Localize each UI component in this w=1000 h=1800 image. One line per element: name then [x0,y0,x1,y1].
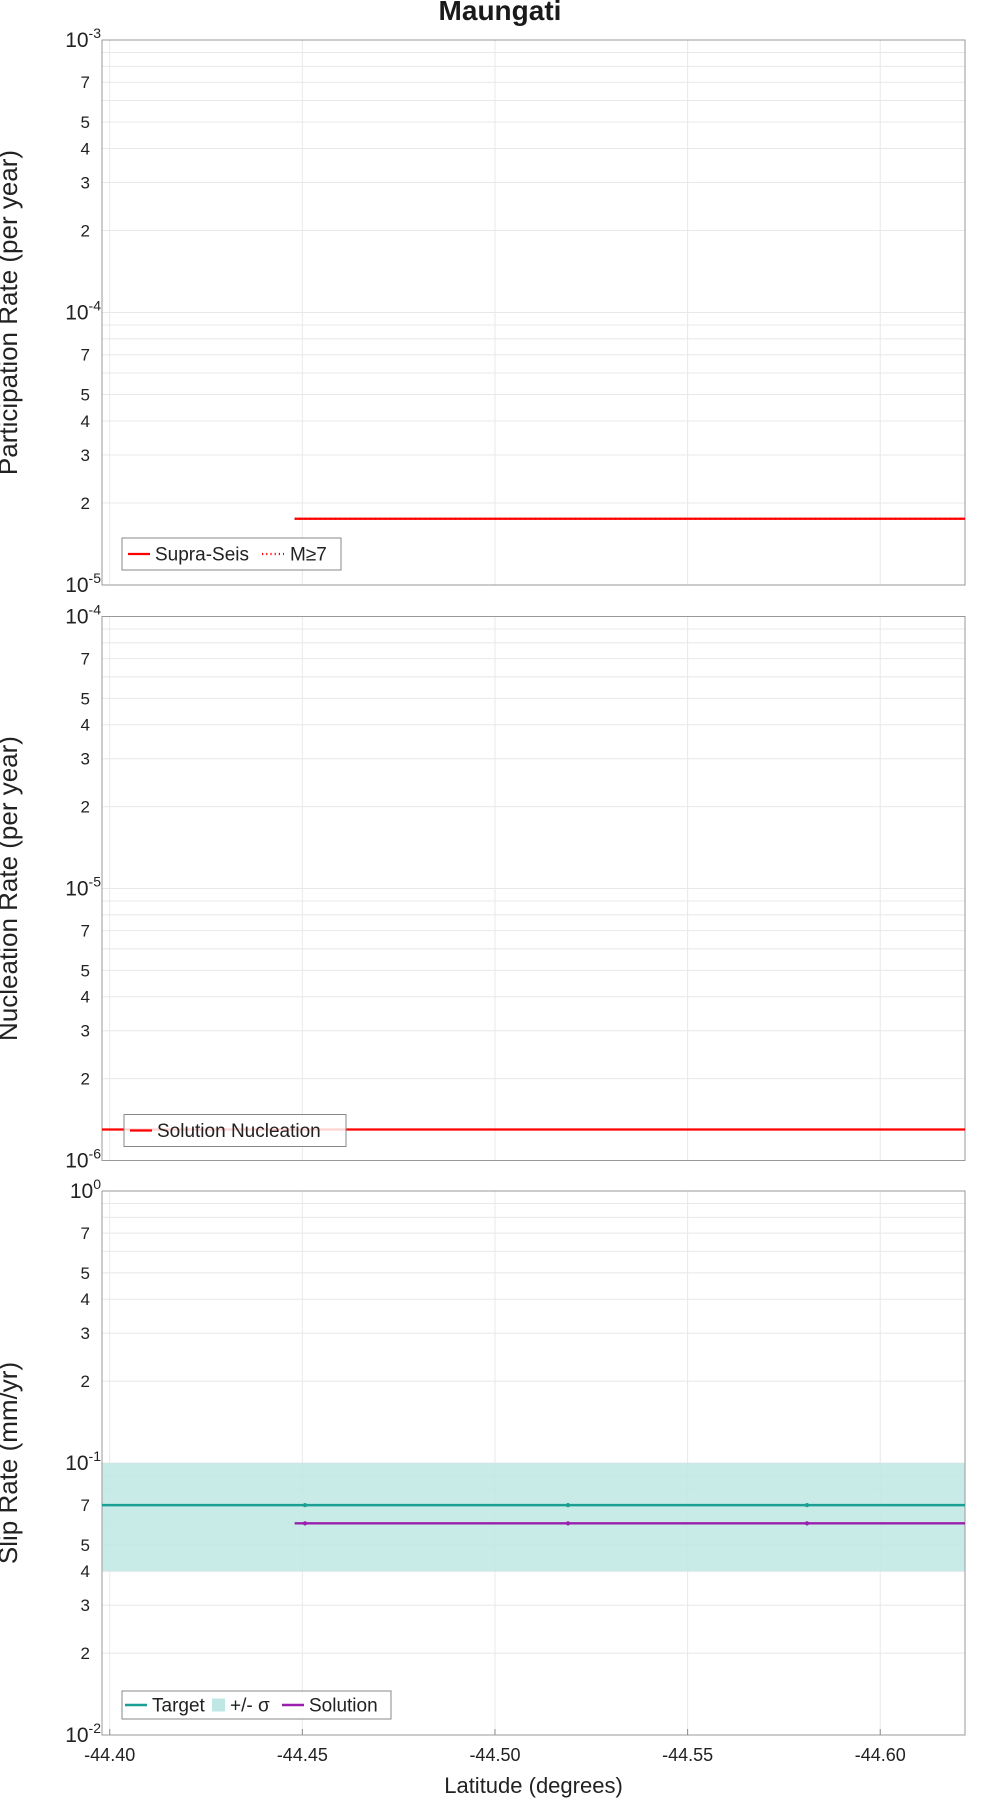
svg-text:Latitude (degrees): Latitude (degrees) [444,1773,623,1798]
svg-text:Slip Rate (mm/yr): Slip Rate (mm/yr) [0,1362,23,1564]
svg-text:-44.55: -44.55 [662,1745,713,1765]
svg-text:5: 5 [81,386,90,405]
svg-text:5: 5 [81,113,90,132]
svg-text:Solution Nucleation: Solution Nucleation [157,1121,321,1142]
svg-text:2: 2 [81,1644,90,1663]
svg-text:7: 7 [81,73,90,92]
svg-text:7: 7 [81,346,90,365]
svg-text:3: 3 [81,1022,90,1041]
svg-text:7: 7 [81,650,90,669]
svg-text:-44.45: -44.45 [277,1745,328,1765]
svg-text:7: 7 [81,922,90,941]
svg-text:4: 4 [81,716,90,735]
svg-text:2: 2 [81,1372,90,1391]
svg-text:Supra-Seis: Supra-Seis [155,545,249,566]
svg-text:+/- σ: +/- σ [230,1696,270,1717]
svg-text:3: 3 [81,1324,90,1343]
svg-text:5: 5 [81,1264,90,1283]
svg-text:4: 4 [81,988,90,1007]
svg-text:5: 5 [81,689,90,708]
svg-text:Maungati: Maungati [439,0,562,26]
svg-text:-44.40: -44.40 [84,1745,135,1765]
svg-text:4: 4 [81,1290,90,1309]
svg-text:4: 4 [81,412,90,431]
svg-text:-44.60: -44.60 [855,1745,906,1765]
svg-text:Nucleation Rate (per year): Nucleation Rate (per year) [0,736,23,1041]
svg-text:2: 2 [81,798,90,817]
svg-text:2: 2 [81,221,90,240]
svg-text:Solution: Solution [309,1696,378,1717]
svg-text:M≥7: M≥7 [290,545,327,566]
svg-text:3: 3 [81,750,90,769]
svg-text:3: 3 [81,1596,90,1615]
svg-text:Participation Rate (per year): Participation Rate (per year) [0,150,23,475]
svg-text:5: 5 [81,961,90,980]
svg-text:7: 7 [81,1496,90,1515]
svg-text:-44.50: -44.50 [469,1745,520,1765]
svg-text:4: 4 [81,139,90,158]
svg-text:3: 3 [81,173,90,192]
svg-text:2: 2 [81,1070,90,1089]
svg-text:3: 3 [81,446,90,465]
svg-text:Target: Target [152,1696,206,1717]
svg-text:7: 7 [81,1224,90,1243]
svg-text:4: 4 [81,1562,90,1581]
svg-text:2: 2 [81,494,90,513]
svg-text:5: 5 [81,1536,90,1555]
